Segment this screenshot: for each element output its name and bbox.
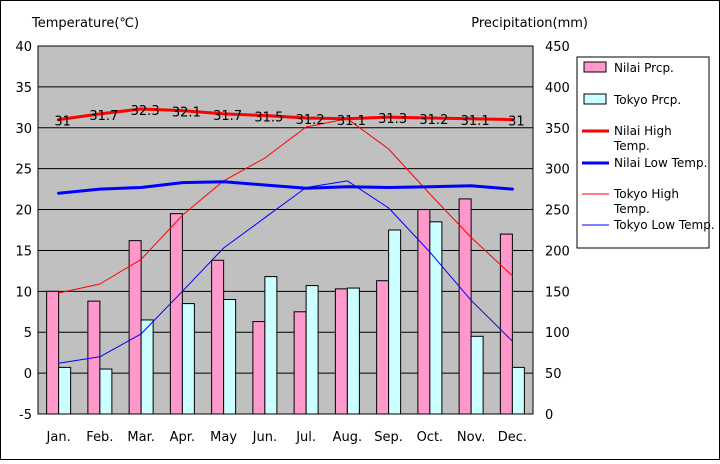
data-label-nilai-high: 31 (508, 115, 525, 130)
x-tick-label: Jan. (46, 430, 71, 445)
bar-tokyo-prcp (388, 229, 402, 415)
data-label-nilai-high: 31.1 (461, 114, 490, 129)
data-label-nilai-high: 31 (54, 115, 71, 130)
bar-nilai-prcp (293, 311, 307, 415)
x-tick-label: Nov. (457, 430, 486, 445)
temperature-lines (57, 107, 514, 364)
y-left-tick-label: 30 (15, 122, 32, 137)
bar-nilai-prcp (376, 280, 390, 415)
bar-tokyo-prcp (181, 303, 195, 415)
bar-tokyo-prcp (99, 368, 113, 415)
precipitation-bars (46, 198, 525, 415)
line-nilai-low-temp (57, 180, 514, 195)
x-tick-label: Mar. (127, 430, 154, 445)
bar-tokyo-prcp (470, 335, 484, 415)
legend: Nilai Prcp. Tokyo Prcp. Nilai High Temp. Nil… (576, 56, 715, 249)
y-right-tick-label: 300 (545, 163, 570, 178)
y-left-tick-label: 20 (15, 204, 32, 219)
bar-tokyo-prcp (264, 276, 278, 415)
data-labels: 31 31.7 32.3 32.1 31.7 31.5 31.2 31.1 31.3 31.2 31… (54, 104, 524, 130)
y-left-tick-label: 35 (15, 81, 32, 96)
x-tick-label: Jul. (295, 430, 316, 445)
bar-tokyo-prcp (223, 299, 237, 415)
bar-tokyo-prcp (58, 366, 72, 415)
data-label-nilai-high: 31.7 (213, 109, 242, 124)
line-tokyo-low-temp (58, 180, 513, 364)
y-left-ticks: -5 0 5 10 15 20 25 30 35 40 (15, 40, 32, 423)
data-label-nilai-high: 32.3 (131, 104, 160, 119)
x-tick-label: Aug. (333, 430, 363, 445)
data-label-nilai-high: 32.1 (172, 106, 201, 121)
line-nilai-high-temp (57, 107, 514, 122)
bar-nilai-prcp (334, 288, 348, 415)
bar-nilai-prcp (417, 209, 431, 415)
bar-nilai-prcp (211, 259, 225, 415)
x-tick-label: Jun. (252, 430, 277, 445)
gridlines (38, 86, 533, 374)
y-right-tick-label: 350 (545, 122, 570, 137)
y-left-tick-label: 15 (15, 244, 32, 259)
legend-box (576, 56, 710, 249)
x-tick-label: Dec. (498, 430, 527, 445)
y-right-tick-label: 100 (545, 326, 570, 341)
y-left-tick-label: -5 (19, 408, 32, 423)
y-right-axis-title: Precipitation(mm) (471, 16, 588, 31)
data-label-nilai-high: 31.7 (89, 109, 118, 124)
x-tick-label: Oct. (417, 430, 444, 445)
y-right-ticks: 0 50 100 150 200 250 300 350 400 450 (545, 40, 570, 423)
bar-tokyo-prcp (305, 285, 319, 415)
y-left-tick-label: 10 (15, 285, 32, 300)
x-ticks: Jan. Feb. Mar. Apr. May Jun. Jul. Aug. Sep. Oct. N… (46, 430, 527, 445)
data-label-nilai-high: 31.5 (254, 111, 283, 126)
y-left-tick-label: 5 (24, 326, 32, 341)
bar-tokyo-prcp (511, 366, 525, 415)
x-tick-label: Feb. (86, 430, 113, 445)
bar-nilai-prcp (458, 198, 472, 415)
x-tick-label: Apr. (170, 430, 195, 445)
data-label-nilai-high: 31.1 (337, 114, 366, 129)
bar-tokyo-prcp (429, 221, 443, 415)
y-right-tick-label: 150 (545, 285, 570, 300)
bar-nilai-prcp (128, 240, 142, 415)
y-right-tick-label: 250 (545, 204, 570, 219)
data-label-nilai-high: 31.3 (378, 112, 407, 127)
x-tick-label: Sep. (374, 430, 403, 445)
y-left-axis-title: Temperature(℃) (31, 16, 139, 31)
y-left-tick-label: 25 (15, 163, 32, 178)
plot-area (37, 45, 534, 415)
legend-label: Nilai Low Temp. (614, 156, 707, 170)
y-right-tick-label: 0 (545, 408, 553, 423)
y-right-tick-label: 200 (545, 244, 570, 259)
legend-label: Nilai High Temp. (613, 124, 672, 153)
legend-swatch (583, 93, 607, 105)
y-left-tick-label: 0 (24, 367, 32, 382)
line-tokyo-high-temp (58, 118, 513, 294)
data-label-nilai-high: 31.2 (419, 113, 448, 128)
y-right-tick-label: 400 (545, 81, 570, 96)
data-label-nilai-high: 31.2 (296, 113, 325, 128)
bar-tokyo-prcp (140, 319, 154, 415)
bar-nilai-prcp (46, 290, 60, 415)
legend-swatch (583, 61, 607, 73)
bar-nilai-prcp (499, 233, 513, 415)
legend-label: Tokyo High Temp. (613, 187, 679, 216)
bar-nilai-prcp (169, 213, 183, 415)
y-right-tick-label: 450 (545, 40, 570, 55)
legend-label: Tokyo Low Temp. (613, 218, 715, 232)
y-left-tick-label: 40 (15, 40, 32, 55)
bar-nilai-prcp (252, 321, 266, 415)
legend-label: Nilai Prcp. (614, 61, 674, 75)
x-tick-label: May (210, 430, 237, 445)
y-right-tick-label: 50 (545, 367, 562, 382)
bar-tokyo-prcp (346, 287, 360, 415)
legend-label: Tokyo Prcp. (613, 93, 681, 107)
